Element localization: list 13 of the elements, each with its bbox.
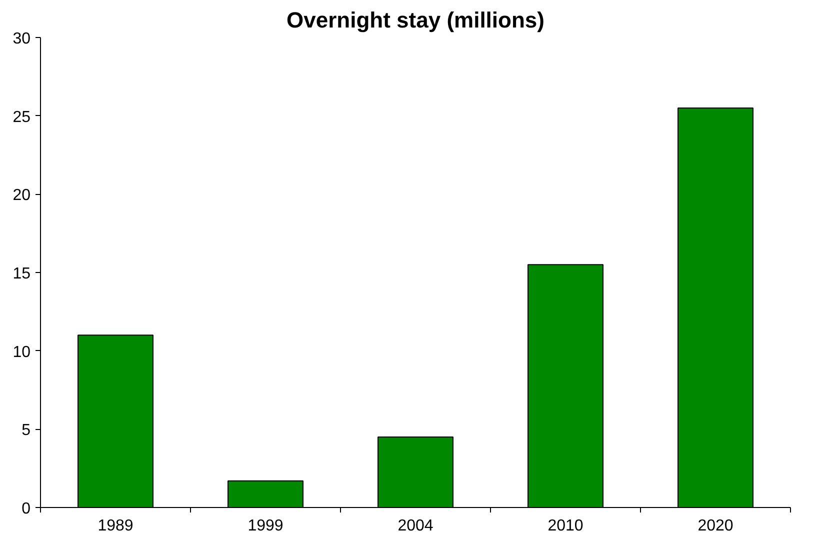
y-tick-label: 15 [12,266,31,282]
chart-title: Overnight stay (millions) [286,8,544,32]
x-tick-label: 2020 [698,518,734,533]
y-tick-label: 25 [12,108,31,126]
x-tick-label: 2004 [398,518,434,533]
x-tick-label: 1999 [248,518,284,533]
y-tick-label: 10 [12,344,31,361]
y-tick-label: 5 [22,422,31,440]
y-tick-label: 20 [12,187,31,204]
x-tick-label: 1989 [98,518,134,533]
y-tick-label: 30 [12,30,31,48]
x-tick-label: 2010 [548,518,584,533]
y-tick-label: 0 [22,500,31,518]
